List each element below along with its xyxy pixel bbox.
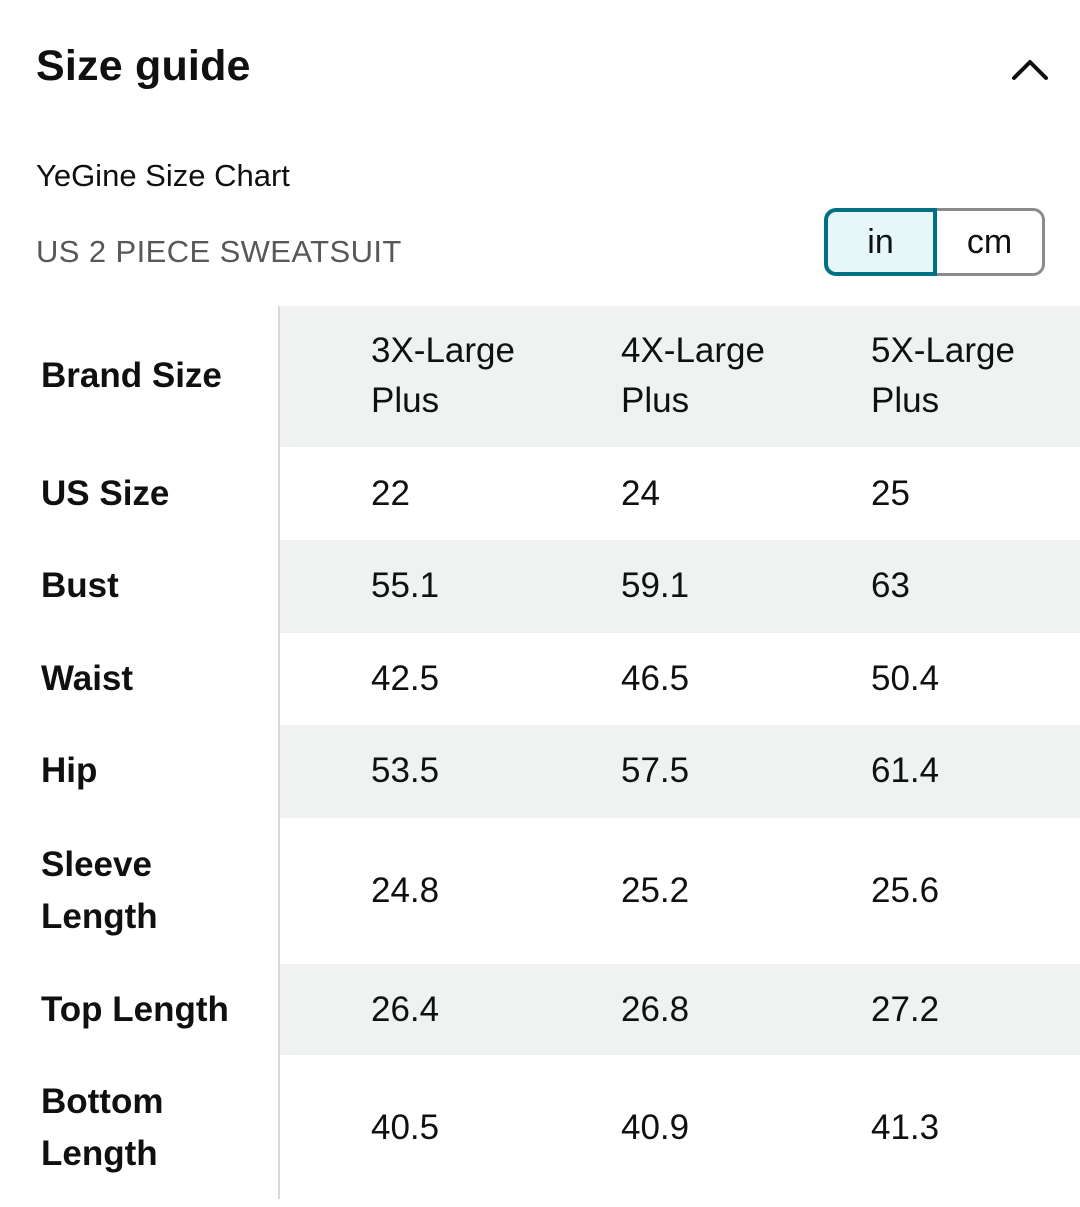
row-label-line: Length	[41, 897, 158, 936]
table-cell: 22	[371, 474, 410, 513]
column-header-line: 3X-Large	[371, 331, 515, 370]
row-label: Bottom Length	[41, 1076, 163, 1180]
table-cell: 46.5	[621, 659, 690, 698]
table-cell: 27.2	[871, 990, 940, 1029]
table-cell: 40.9	[621, 1108, 690, 1147]
table-cell: 26.4	[371, 990, 440, 1029]
unit-toggle: in cm	[824, 208, 1045, 276]
table-cell: 25	[871, 474, 910, 513]
table-cell: 25.6	[871, 871, 940, 910]
table-cell: 26.8	[621, 990, 690, 1029]
column-header: 4X-Large Plus	[621, 326, 765, 426]
row-label-line: Length	[41, 1134, 158, 1173]
table-cell: 42.5	[371, 659, 440, 698]
row-label: Brand Size	[41, 356, 222, 395]
column-header-line: Plus	[621, 381, 690, 420]
table-cell: 61.4	[871, 751, 940, 790]
table-cell: 24	[621, 474, 660, 513]
row-label-line: Sleeve	[41, 845, 152, 884]
unit-in-button[interactable]: in	[824, 208, 937, 276]
table-cell: 24.8	[371, 871, 440, 910]
table-cell: 40.5	[371, 1108, 440, 1147]
table-row: Hip 53.5 57.5 61.4	[0, 725, 1080, 818]
table-cell: 63	[871, 566, 910, 605]
chevron-up-icon[interactable]	[1010, 52, 1050, 88]
column-header-line: Plus	[371, 381, 440, 420]
size-table: Brand Size 3X-Large Plus 4X-Large Plus 5…	[0, 306, 1080, 1201]
unit-cm-button[interactable]: cm	[937, 208, 1045, 276]
column-header: 3X-Large Plus	[371, 326, 515, 426]
page-title: Size guide	[36, 42, 251, 90]
table-cell: 41.3	[871, 1108, 940, 1147]
table-cell: 55.1	[371, 566, 440, 605]
column-header-line: 4X-Large	[621, 331, 765, 370]
row-label: US Size	[41, 474, 170, 513]
column-header-line: Plus	[871, 381, 940, 420]
table-header-row: Brand Size 3X-Large Plus 4X-Large Plus 5…	[0, 306, 1080, 447]
column-header-line: 5X-Large	[871, 331, 1015, 370]
table-row: Top Length 26.4 26.8 27.2	[0, 964, 1080, 1055]
table-cell: 59.1	[621, 566, 690, 605]
table-row: US Size 22 24 25	[0, 447, 1080, 540]
row-label: Waist	[41, 659, 134, 698]
row-label: Bust	[41, 566, 119, 605]
row-label-line: Bottom	[41, 1082, 164, 1121]
table-cell: 50.4	[871, 659, 940, 698]
table-row: Waist 42.5 46.5 50.4	[0, 633, 1080, 725]
label-column-divider	[278, 306, 280, 1199]
table-cell: 53.5	[371, 751, 440, 790]
table-row: Sleeve Length 24.8 25.2 25.6	[0, 818, 1080, 964]
table-cell: 25.2	[621, 871, 690, 910]
table-row: Bottom Length 40.5 40.9 41.3	[0, 1055, 1080, 1201]
row-label: Sleeve Length	[41, 839, 158, 943]
chart-subtitle: US 2 PIECE SWEATSUIT	[36, 234, 402, 269]
column-header: 5X-Large Plus	[871, 326, 1015, 426]
table-cell: 57.5	[621, 751, 690, 790]
row-label: Hip	[41, 751, 98, 790]
chart-name: YeGine Size Chart	[36, 158, 290, 193]
row-label: Top Length	[41, 990, 229, 1029]
table-row: Bust 55.1 59.1 63	[0, 540, 1080, 633]
size-guide-header[interactable]: Size guide	[36, 38, 1050, 102]
